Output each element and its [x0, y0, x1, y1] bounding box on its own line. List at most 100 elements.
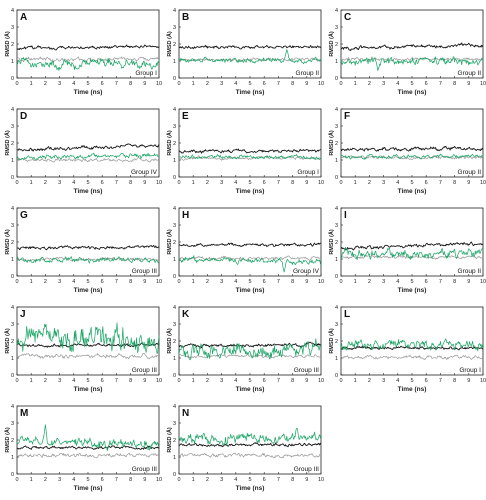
plot-frame [178, 108, 322, 178]
x-tick-label: 0 [15, 378, 18, 384]
series-line-green [340, 153, 484, 160]
x-tick-label: 3 [220, 477, 223, 483]
series-line-black [178, 442, 322, 448]
y-tick-label: 2 [11, 438, 14, 444]
panel-g: 0 1 2 3 4 5 6 7 8 9 10 0 1 2 3 4 Time (ns) RMSD (Å) G Group… [4, 200, 162, 301]
x-axis-label: Time (ns) [398, 188, 427, 195]
panel-c: 0 1 2 3 4 5 6 7 8 9 10 0 1 2 3 4 Time (ns) RMSD (Å) C Group… [328, 2, 486, 103]
x-tick-label: 7 [115, 279, 118, 285]
rmsd-chart-n: 0 1 2 3 4 5 6 7 8 9 10 0 1 2 3 4 Time (ns) RMSD (Å) N Group… [166, 404, 324, 492]
x-tick-label: 9 [305, 378, 308, 384]
series-line-green [178, 255, 322, 273]
x-axis-label: Time (ns) [236, 287, 265, 294]
x-tick-label: 5 [248, 378, 251, 384]
x-tick-label: 5 [86, 81, 89, 87]
x-tick-label: 2 [206, 378, 209, 384]
y-tick-label: 4 [173, 107, 176, 113]
panel-letter: D [20, 111, 27, 122]
x-tick-label: 4 [234, 477, 237, 483]
x-tick-label: 6 [101, 378, 104, 384]
y-tick-label: 4 [173, 8, 176, 14]
series-line-black [16, 245, 160, 251]
panel-d: 0 1 2 3 4 5 6 7 8 9 10 0 1 2 3 4 Time (ns) RMSD (Å) D Group… [4, 101, 162, 202]
rmsd-chart-e: 0 1 2 3 4 5 6 7 8 9 10 0 1 2 3 4 Time (ns) RMSD (Å) E Group… [166, 107, 324, 195]
y-tick-label: 0 [11, 472, 14, 478]
y-axis-label: RMSD (Å) [328, 31, 335, 57]
x-tick-label: 2 [368, 279, 371, 285]
y-tick-label: 4 [173, 206, 176, 212]
x-tick-label: 9 [467, 279, 470, 285]
x-tick-label: 7 [115, 81, 118, 87]
x-tick-label: 0 [15, 477, 18, 483]
x-tick-label: 6 [263, 477, 266, 483]
x-axis-label: Time (ns) [236, 89, 265, 96]
x-tick-label: 8 [291, 477, 294, 483]
panel-letter: I [344, 210, 347, 221]
y-tick-label: 4 [335, 206, 338, 212]
rmsd-chart-b: 0 1 2 3 4 5 6 7 8 9 10 0 1 2 3 4 Time (ns) RMSD (Å) B Group… [166, 8, 324, 96]
panel-letter: G [20, 210, 28, 221]
x-tick-label: 7 [439, 378, 442, 384]
x-axis-label: Time (ns) [74, 287, 103, 294]
series-line-green [340, 246, 484, 260]
group-label: Group I [297, 169, 319, 176]
y-tick-label: 2 [173, 42, 176, 48]
x-tick-label: 5 [248, 180, 251, 186]
x-tick-label: 6 [101, 81, 104, 87]
x-tick-label: 5 [410, 279, 413, 285]
x-tick-label: 6 [263, 279, 266, 285]
group-label: Group III [294, 367, 319, 374]
x-tick-label: 3 [382, 81, 385, 87]
x-tick-label: 4 [396, 81, 399, 87]
x-tick-label: 2 [368, 378, 371, 384]
x-axis-label: Time (ns) [398, 89, 427, 96]
plot-frame [178, 405, 322, 475]
y-axis-label: RMSD (Å) [328, 229, 335, 255]
y-tick-label: 1 [173, 59, 176, 65]
x-tick-label: 10 [156, 180, 162, 186]
y-tick-label: 1 [11, 59, 14, 65]
rmsd-chart-k: 0 1 2 3 4 5 6 7 8 9 10 0 1 2 3 4 Time (ns) RMSD (Å) K Group… [166, 305, 324, 393]
x-tick-label: 0 [15, 81, 18, 87]
panel-letter: N [182, 408, 189, 419]
x-tick-label: 9 [467, 81, 470, 87]
x-tick-label: 1 [30, 81, 33, 87]
x-axis-label: Time (ns) [398, 287, 427, 294]
panel-j: 0 1 2 3 4 5 6 7 8 9 10 0 1 2 3 4 Time (ns) RMSD (Å) J Group… [4, 299, 162, 400]
y-tick-label: 0 [11, 373, 14, 379]
x-tick-label: 2 [206, 279, 209, 285]
x-tick-label: 10 [318, 477, 324, 483]
x-tick-label: 4 [72, 81, 75, 87]
x-tick-label: 5 [86, 378, 89, 384]
series-line-black [16, 342, 160, 348]
x-tick-label: 10 [318, 279, 324, 285]
y-tick-label: 3 [335, 25, 338, 31]
y-tick-label: 4 [11, 305, 14, 311]
y-tick-label: 1 [11, 158, 14, 164]
series-line-black [178, 242, 322, 248]
x-tick-label: 8 [291, 180, 294, 186]
x-tick-label: 8 [291, 81, 294, 87]
x-tick-label: 2 [44, 279, 47, 285]
x-tick-label: 9 [143, 477, 146, 483]
x-tick-label: 4 [396, 378, 399, 384]
series-line-green [340, 56, 484, 71]
y-tick-label: 4 [11, 404, 14, 410]
plot-frame [340, 306, 484, 376]
series-line-green [16, 256, 160, 264]
x-tick-label: 9 [467, 180, 470, 186]
x-tick-label: 7 [115, 378, 118, 384]
series-line-gray [16, 56, 160, 63]
x-tick-label: 0 [339, 378, 342, 384]
x-tick-label: 9 [305, 180, 308, 186]
x-tick-label: 0 [177, 180, 180, 186]
y-axis-label: RMSD (Å) [328, 130, 335, 156]
y-tick-label: 4 [335, 8, 338, 14]
x-tick-label: 3 [382, 180, 385, 186]
y-tick-label: 3 [335, 124, 338, 130]
x-tick-label: 7 [277, 279, 280, 285]
panel-letter: E [182, 111, 189, 122]
plot-frame [16, 306, 160, 376]
x-tick-label: 1 [30, 378, 33, 384]
